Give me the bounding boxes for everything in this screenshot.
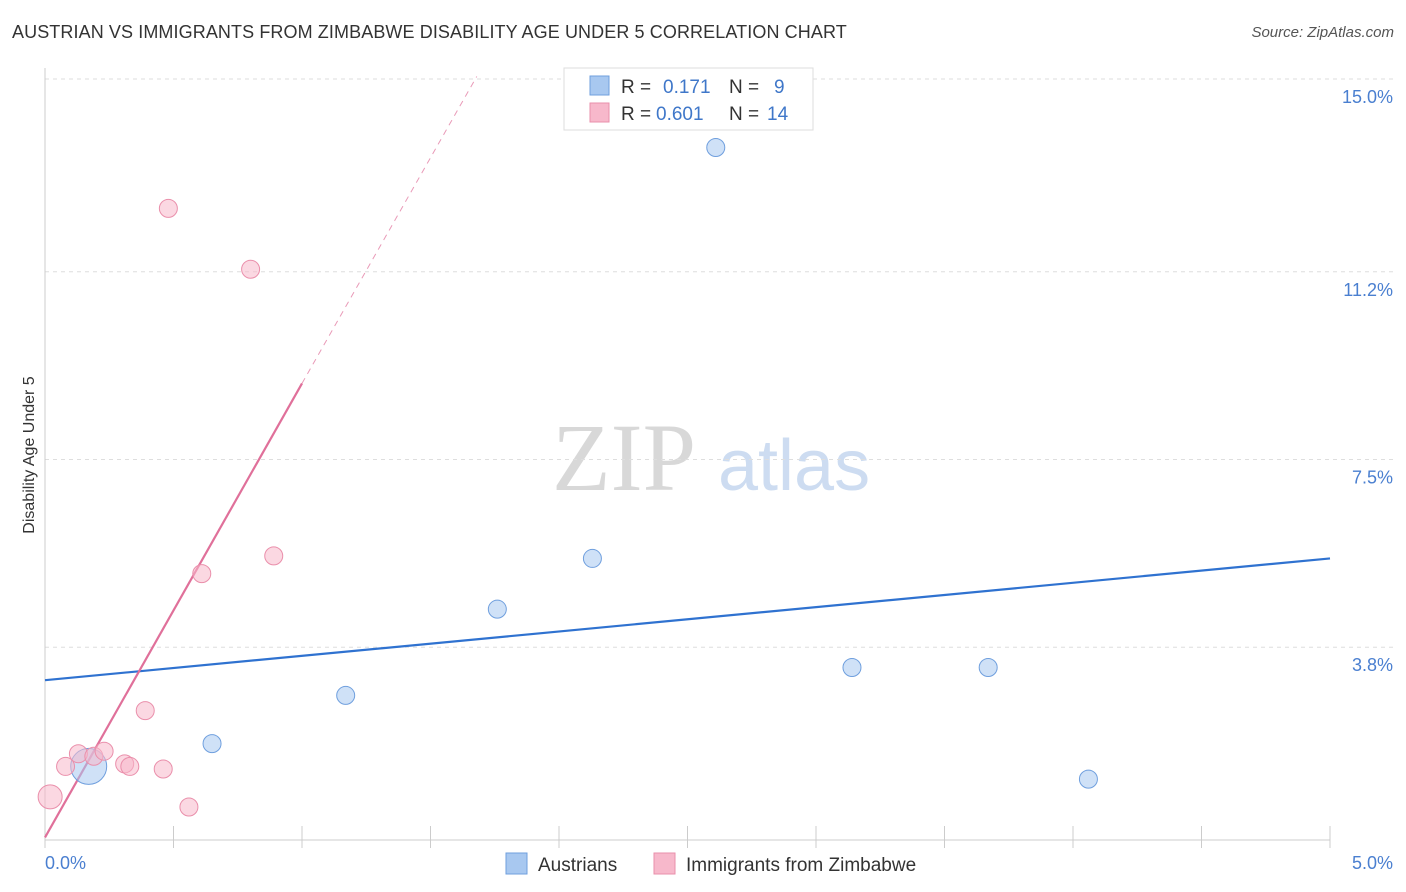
- legend-bottom-label-zimbabwe: Immigrants from Zimbabwe: [686, 855, 916, 876]
- y-tick-label: 3.8%: [1352, 655, 1393, 675]
- y-tick-labels: 3.8% 7.5% 11.2% 15.0%: [1342, 87, 1393, 675]
- point-zimbabwe: [241, 259, 261, 279]
- legend-top: R = 0.171 N = 9 R = 0.601 N = 14: [563, 67, 814, 131]
- data-points: [37, 137, 1098, 817]
- y-tick-label: 15.0%: [1342, 87, 1393, 107]
- legend-bottom-label-austrians: Austrians: [538, 855, 617, 876]
- point-austrians: [582, 548, 602, 568]
- legend-r-label-austrians: R =: [621, 77, 651, 98]
- point-austrians: [842, 658, 862, 678]
- legend-bottom-swatch-zimbabwe: [653, 852, 676, 875]
- point-austrians: [202, 734, 222, 754]
- point-austrians: [487, 599, 507, 619]
- point-zimbabwe: [153, 759, 173, 779]
- y-axis-label: Disability Age Under 5: [21, 376, 38, 534]
- trend-line-zimbabwe-extension: [301, 76, 478, 384]
- legend-n-value-austrians: 9: [774, 77, 785, 98]
- watermark-atlas: atlas: [718, 426, 870, 506]
- point-zimbabwe: [37, 784, 63, 810]
- chart-source: Source: ZipAtlas.com: [1251, 24, 1394, 41]
- legend-n-label-austrians: N =: [729, 77, 759, 98]
- point-zimbabwe: [264, 546, 284, 566]
- point-zimbabwe: [179, 797, 199, 817]
- trend-line-austrians: [44, 557, 1331, 682]
- y-tick-label: 11.2%: [1343, 280, 1393, 300]
- point-austrians: [706, 137, 726, 157]
- point-austrians: [336, 685, 356, 705]
- point-zimbabwe: [192, 564, 212, 584]
- legend-bottom: Austrians Immigrants from Zimbabwe: [505, 852, 916, 876]
- point-zimbabwe: [120, 756, 140, 776]
- legend-r-value-zimbabwe: 0.601: [656, 104, 704, 125]
- point-austrians: [1078, 769, 1098, 789]
- x-tick-label: 5.0%: [1352, 853, 1393, 873]
- grid-lines: [45, 78, 1395, 648]
- legend-r-label-zimbabwe: R =: [621, 104, 651, 125]
- x-ticks: [44, 826, 1331, 848]
- legend-bottom-swatch-austrians: [505, 852, 528, 875]
- chart-title: AUSTRIAN VS IMMIGRANTS FROM ZIMBABWE DIS…: [12, 22, 847, 42]
- point-zimbabwe: [135, 701, 155, 721]
- watermark-zip: ZIP: [552, 404, 696, 511]
- point-zimbabwe: [94, 741, 114, 761]
- legend-swatch-austrians: [589, 75, 610, 96]
- watermark: ZIP atlas: [552, 404, 870, 511]
- x-tick-label: 0.0%: [45, 853, 86, 873]
- legend-n-label-zimbabwe: N =: [729, 104, 759, 125]
- point-zimbabwe: [158, 198, 178, 218]
- x-tick-labels: 0.0% 5.0%: [45, 853, 1393, 873]
- y-tick-label: 7.5%: [1352, 468, 1393, 488]
- legend-swatch-zimbabwe: [589, 102, 610, 123]
- point-austrians: [978, 658, 998, 678]
- legend-n-value-zimbabwe: 14: [767, 104, 789, 125]
- point-zimbabwe: [56, 756, 76, 776]
- legend-r-value-austrians: 0.171: [663, 77, 711, 98]
